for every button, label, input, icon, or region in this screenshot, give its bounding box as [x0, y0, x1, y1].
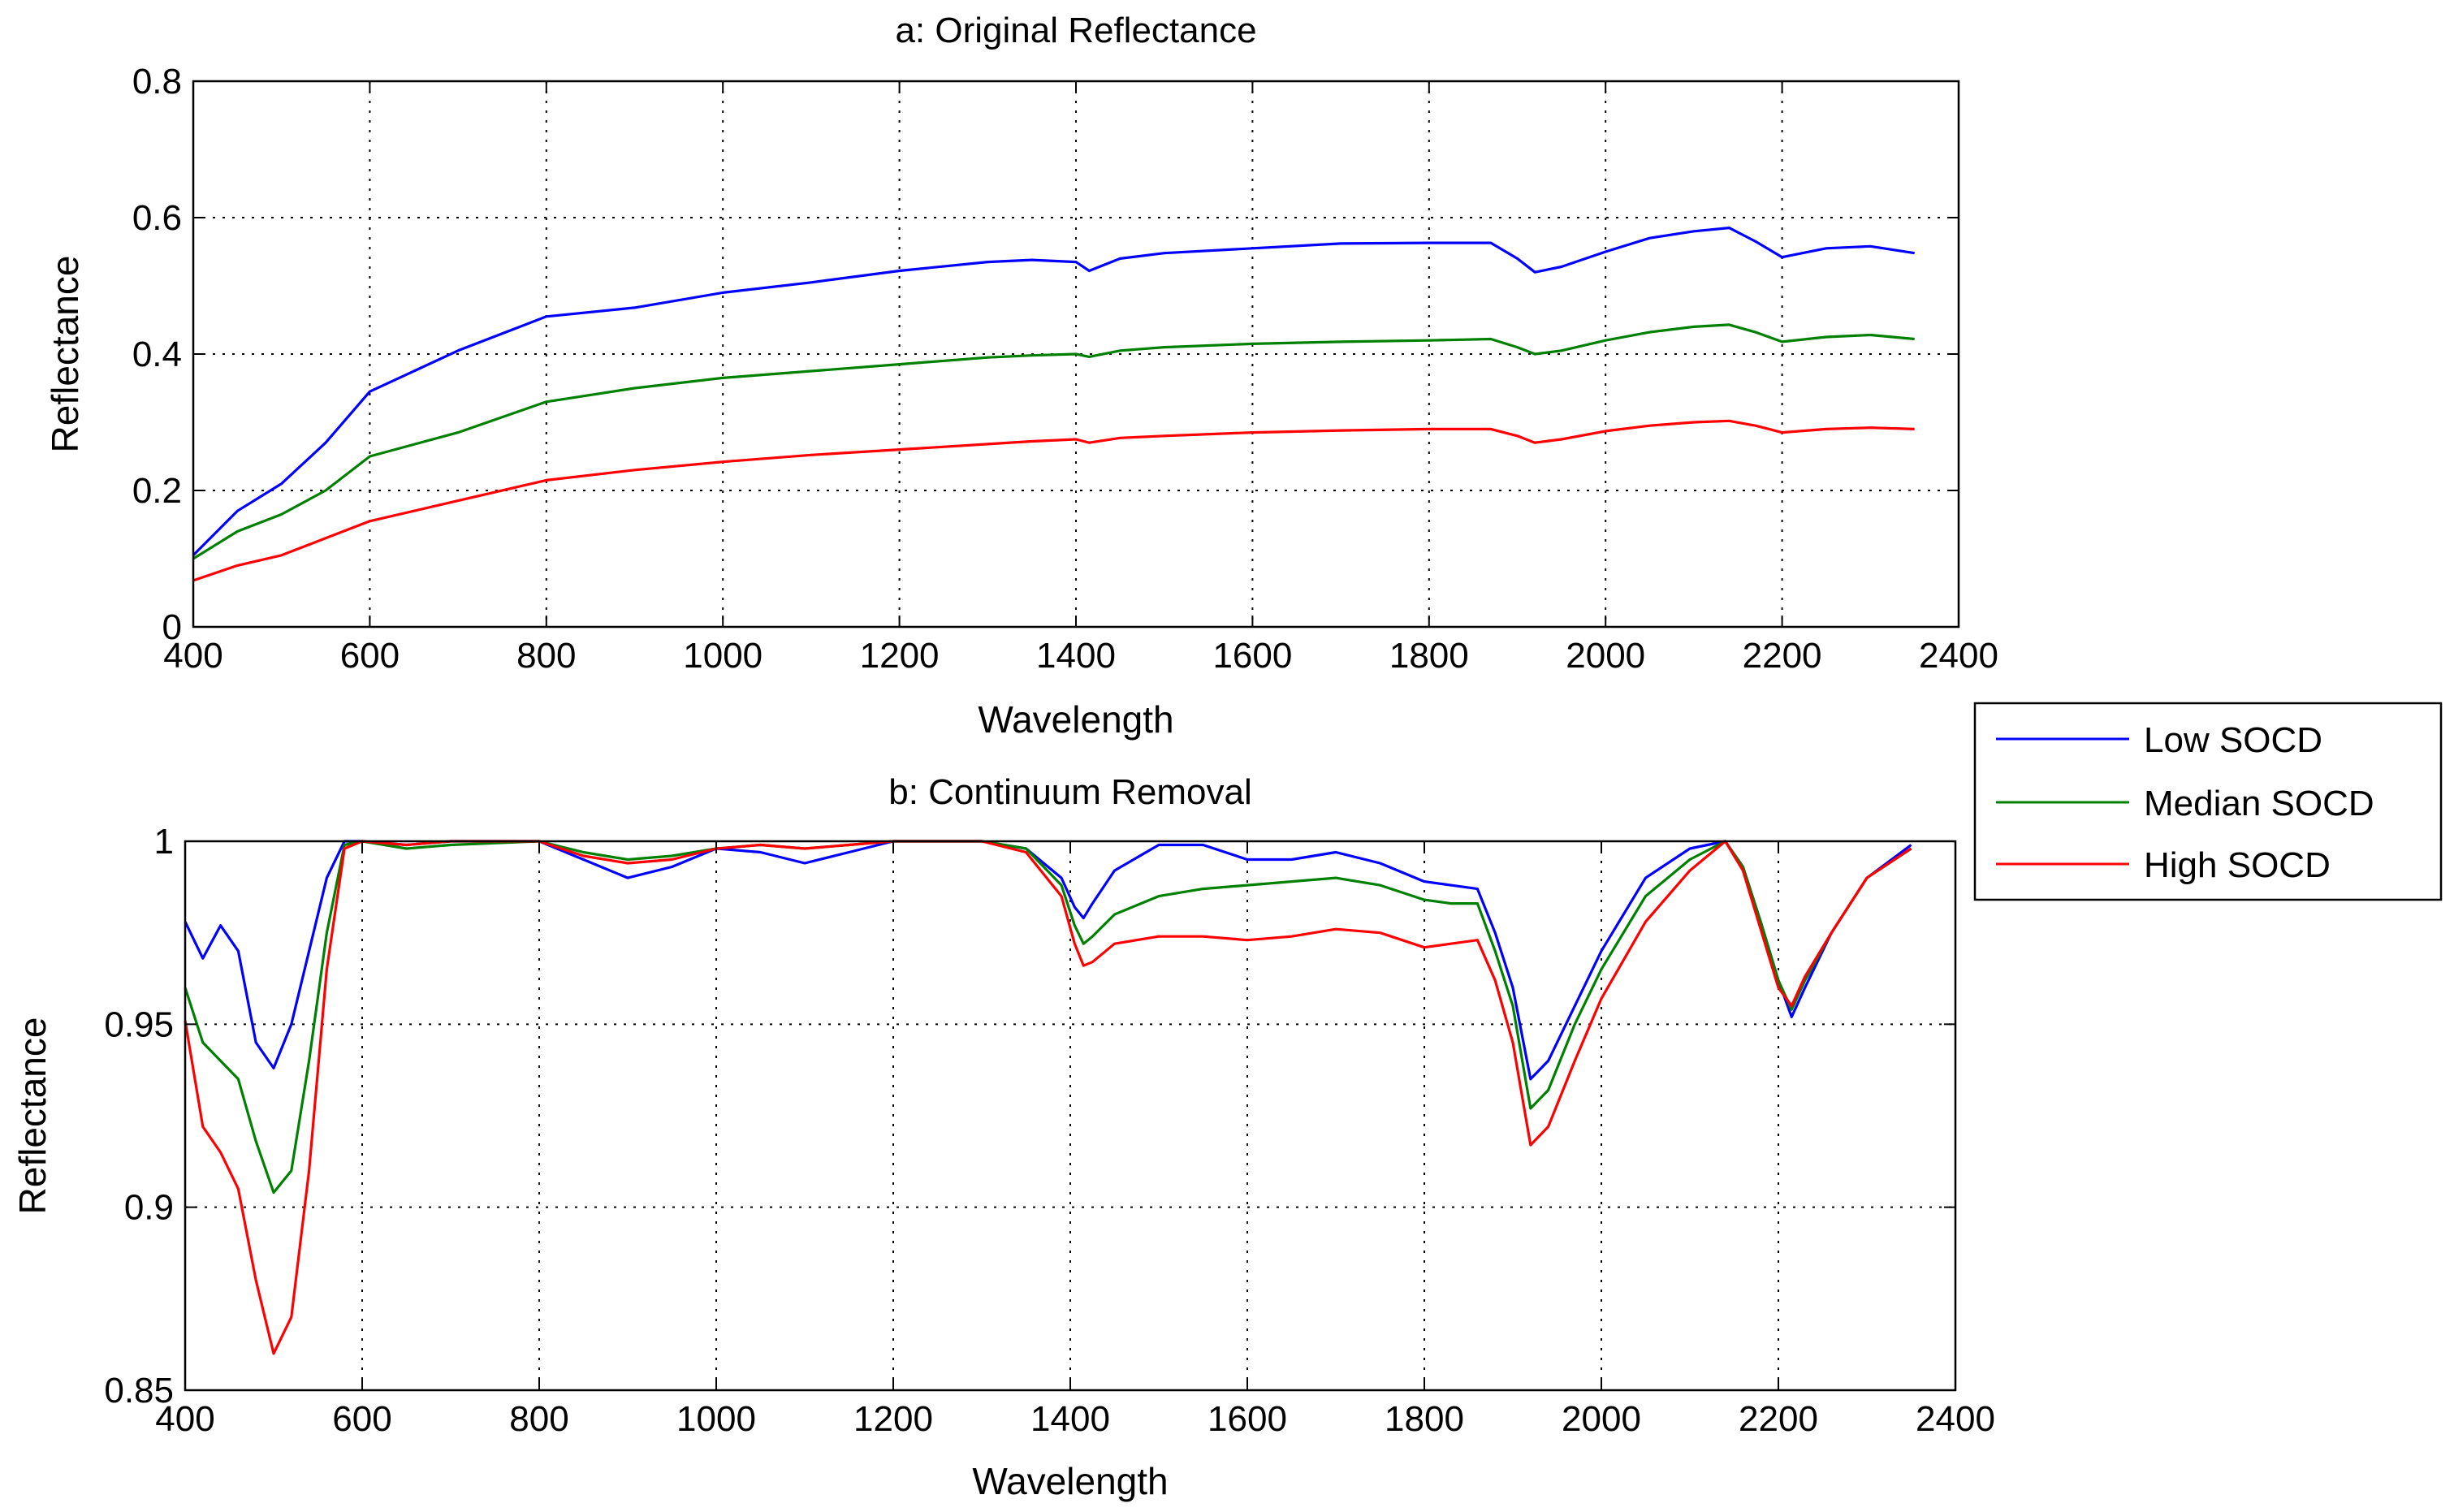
plot-b-xtick-label: 1200 [853, 1399, 933, 1439]
plot-b-series-low-socd [184, 840, 1912, 1081]
plot-a-title: a: Original Reflectance [895, 11, 1256, 50]
plot-a-xtick-label: 2000 [1566, 636, 1645, 676]
plot-original-reflectance: 400 600 800 1000 1200 1400 1600 1800 2000 2200 240… [44, 11, 1998, 741]
plot-b-xtick-label: 800 [509, 1399, 568, 1439]
plot-b-xtick-label: 2400 [1916, 1399, 1995, 1439]
plot-a-series-high-socd [192, 419, 1915, 582]
plot-a-xtick-label: 800 [516, 636, 576, 676]
plot-b-xtick-label: 600 [332, 1399, 391, 1439]
plot-a-ytick-label: 0.6 [132, 198, 182, 238]
legend-label-median: Median SOCD [2144, 784, 2374, 823]
plot-b-ytick-label: 1 [154, 822, 174, 862]
plot-b-ytick-label: 0.95 [104, 1004, 174, 1044]
plot-b-xtick-label: 1600 [1208, 1399, 1287, 1439]
legend: Low SOCD Median SOCD High SOCD [1973, 702, 2443, 901]
plot-a-series-median-socd [192, 323, 1915, 560]
plot-a-xtick-label: 1600 [1212, 636, 1292, 676]
plot-b-xtick-label: 2200 [1739, 1399, 1818, 1439]
plot-b-xtick-label: 2000 [1562, 1399, 1641, 1439]
plot-b-series-high-socd [184, 840, 1912, 1355]
plot-b-xtick-label: 1000 [676, 1399, 756, 1439]
plot-b-ytick-label: 0.9 [124, 1188, 174, 1228]
legend-label-high: High SOCD [2144, 845, 2331, 885]
plot-b-series-median-socd [184, 840, 1912, 1194]
plot-b-xlabel: Wavelength [972, 1460, 1168, 1502]
plot-a-xtick-label: 1200 [860, 636, 940, 676]
plot-a-xtick-label: 400 [163, 636, 223, 676]
plot-b-ytick-label: 0.85 [104, 1371, 174, 1410]
plot-b-title: b: Continuum Removal [888, 772, 1252, 812]
plot-a-ylabel: Reflectance [44, 256, 86, 453]
plot-a-ytick-label: 0.2 [132, 471, 182, 511]
plot-b-ylabel: Reflectance [11, 1017, 54, 1215]
plot-a-xtick-label: 600 [340, 636, 400, 676]
plot-a-xtick-label: 1400 [1036, 636, 1116, 676]
plot-b-xtick-label: 1400 [1030, 1399, 1110, 1439]
plot-a-xtick-label: 2200 [1743, 636, 1822, 676]
plot-a-xtick-label: 1000 [683, 636, 763, 676]
plot-b-xtick-label: 400 [155, 1399, 214, 1439]
plot-a-xtick-label: 1800 [1389, 636, 1469, 676]
plot-a-series-low-socd [192, 227, 1915, 556]
plot-a-xtick-label: 2400 [1919, 636, 1998, 676]
plot-a-ytick-label: 0.8 [132, 62, 182, 102]
plot-a-ytick-label: 0 [162, 607, 182, 647]
plot-a-xlabel: Wavelength [978, 698, 1173, 741]
plot-a-ytick-label: 0.4 [132, 335, 182, 374]
legend-label-low: Low SOCD [2144, 720, 2322, 760]
plot-continuum-removal: 400 600 800 1000 1200 1400 1600 1800 2000 2200 240… [11, 772, 1995, 1502]
plot-b-xtick-label: 1800 [1385, 1399, 1464, 1439]
